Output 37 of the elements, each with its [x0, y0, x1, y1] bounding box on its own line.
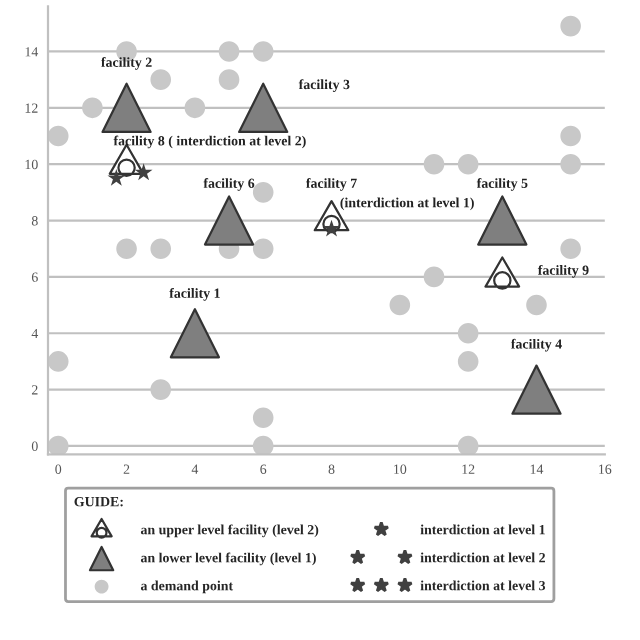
- point: [560, 15, 581, 37]
- point: [252, 407, 274, 429]
- point: [322, 219, 341, 237]
- point: [169, 308, 221, 359]
- point: [218, 69, 240, 90]
- point: [218, 41, 240, 62]
- point: [203, 195, 255, 246]
- point: [511, 364, 562, 415]
- point: [457, 351, 479, 372]
- point: [477, 195, 528, 246]
- point: [457, 435, 479, 455]
- point: [150, 69, 172, 90]
- point: [82, 97, 103, 119]
- point: [560, 238, 581, 260]
- point: [252, 41, 274, 62]
- point: [252, 182, 274, 203]
- point: [238, 82, 289, 133]
- point: [560, 153, 581, 175]
- point: [389, 294, 411, 316]
- point: [252, 238, 274, 260]
- point: [560, 125, 581, 147]
- point: [457, 153, 479, 175]
- point: [48, 435, 69, 455]
- point: [116, 238, 137, 260]
- point: [101, 82, 152, 133]
- point: [252, 435, 274, 455]
- point: [134, 163, 153, 181]
- point: [150, 379, 172, 400]
- point: [150, 238, 172, 260]
- point: [48, 125, 69, 147]
- point: [423, 266, 445, 288]
- point: [184, 97, 206, 119]
- point: [423, 153, 445, 175]
- point: [48, 351, 69, 372]
- point: [107, 168, 126, 186]
- point: [526, 294, 547, 316]
- point: [457, 322, 479, 344]
